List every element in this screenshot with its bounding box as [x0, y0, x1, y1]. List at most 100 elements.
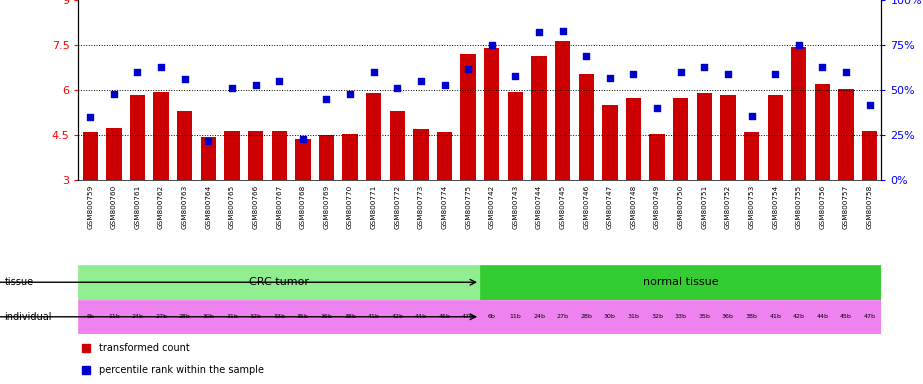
Point [201, 138, 216, 144]
Bar [78, 265, 480, 300]
Point [224, 85, 239, 91]
Bar [579, 74, 593, 180]
Point [744, 113, 759, 119]
Text: GSM800750: GSM800750 [677, 185, 684, 229]
Text: GSM800763: GSM800763 [182, 185, 187, 229]
Bar [461, 54, 476, 180]
Text: 33b: 33b [675, 314, 687, 319]
Point [579, 53, 593, 59]
Bar [720, 95, 736, 180]
Text: 27b: 27b [557, 314, 569, 319]
Text: GSM800749: GSM800749 [654, 185, 660, 229]
Text: 41b: 41b [769, 314, 781, 319]
Bar [555, 41, 570, 180]
Bar [650, 134, 665, 180]
Text: GSM800770: GSM800770 [347, 185, 354, 229]
Text: individual: individual [5, 312, 52, 322]
Bar [508, 92, 523, 180]
Bar [532, 56, 546, 180]
Text: GSM800772: GSM800772 [394, 185, 401, 229]
Point [485, 42, 499, 48]
Text: percentile rank within the sample: percentile rank within the sample [99, 365, 264, 375]
Text: GSM800760: GSM800760 [111, 185, 117, 229]
Point [154, 64, 169, 70]
Text: GSM800759: GSM800759 [88, 185, 93, 229]
Text: GSM800758: GSM800758 [867, 185, 872, 229]
Point [697, 64, 712, 70]
Text: 47b: 47b [462, 314, 474, 319]
Text: 35b: 35b [699, 314, 711, 319]
Text: GSM800742: GSM800742 [489, 185, 495, 229]
Bar [153, 92, 169, 180]
Text: GSM800762: GSM800762 [158, 185, 164, 229]
Point [791, 42, 806, 48]
Text: 42b: 42b [391, 314, 403, 319]
Text: 27b: 27b [155, 314, 167, 319]
Point [721, 71, 736, 77]
Point [768, 71, 783, 77]
Text: 41b: 41b [367, 314, 379, 319]
Point [556, 28, 570, 34]
Point [626, 71, 641, 77]
Text: 33b: 33b [273, 314, 285, 319]
Text: 47b: 47b [864, 314, 876, 319]
Point [342, 91, 357, 97]
Text: GSM800761: GSM800761 [135, 185, 140, 229]
Text: GSM800768: GSM800768 [300, 185, 306, 229]
Bar [271, 131, 287, 180]
Text: 38b: 38b [746, 314, 758, 319]
Text: 36b: 36b [320, 314, 332, 319]
Text: GSM800746: GSM800746 [583, 185, 589, 229]
Text: transformed count: transformed count [99, 343, 189, 353]
Text: 35b: 35b [297, 314, 309, 319]
Bar [744, 132, 760, 180]
Text: 31b: 31b [628, 314, 640, 319]
Bar [602, 105, 617, 180]
Bar [626, 98, 641, 180]
Text: GSM800766: GSM800766 [253, 185, 258, 229]
Text: GSM800743: GSM800743 [512, 185, 519, 229]
Text: 24b: 24b [533, 314, 545, 319]
Point [271, 78, 286, 84]
Bar [697, 93, 712, 180]
Point [248, 82, 263, 88]
Bar [437, 132, 452, 180]
Text: GSM800744: GSM800744 [536, 185, 542, 229]
Text: 45b: 45b [438, 314, 450, 319]
Bar [318, 136, 334, 180]
Point [106, 91, 121, 97]
Point [130, 69, 145, 75]
Text: CRC tumor: CRC tumor [249, 277, 309, 287]
Text: GSM800764: GSM800764 [205, 185, 211, 229]
Text: normal tissue: normal tissue [643, 277, 718, 287]
Bar [862, 131, 878, 180]
Point [414, 78, 428, 84]
Bar [366, 93, 381, 180]
Point [839, 69, 854, 75]
Bar [177, 111, 192, 180]
Text: GSM800757: GSM800757 [843, 185, 849, 229]
Text: GSM800773: GSM800773 [418, 185, 424, 229]
Bar [390, 111, 405, 180]
Bar [768, 95, 783, 180]
Text: GSM800752: GSM800752 [725, 185, 731, 229]
Point [83, 114, 98, 121]
Point [673, 69, 688, 75]
Text: 6b: 6b [87, 314, 94, 319]
Text: 6b: 6b [488, 314, 496, 319]
Bar [791, 46, 807, 180]
Text: GSM800745: GSM800745 [559, 185, 566, 229]
Text: GSM800767: GSM800767 [276, 185, 282, 229]
Bar [248, 131, 263, 180]
Bar [414, 129, 428, 180]
Text: 11b: 11b [108, 314, 120, 319]
Bar [106, 128, 122, 180]
Point [650, 105, 665, 111]
Text: 44b: 44b [415, 314, 427, 319]
Text: GSM800754: GSM800754 [773, 185, 778, 229]
Point [319, 96, 334, 103]
Text: 28b: 28b [179, 314, 191, 319]
Text: GSM800755: GSM800755 [796, 185, 802, 229]
Point [438, 82, 452, 88]
Text: GSM800769: GSM800769 [323, 185, 330, 229]
